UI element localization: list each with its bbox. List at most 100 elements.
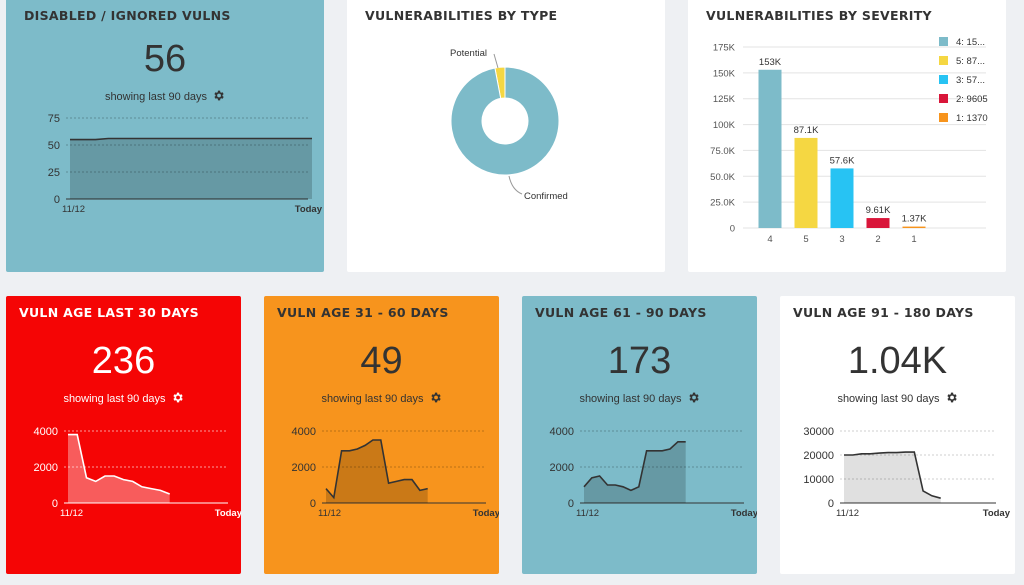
showing-text: showing last 90 days bbox=[837, 393, 940, 405]
y-tick-label: 25.0K bbox=[710, 198, 735, 209]
y-tick-label: 4000 bbox=[550, 426, 574, 438]
donut-slice-confirmed bbox=[450, 66, 560, 176]
pie-label-confirmed: Confirmed bbox=[524, 191, 568, 202]
series-line bbox=[70, 137, 312, 141]
area-fill bbox=[326, 440, 428, 503]
card-title: VULN AGE 91 - 180 DAYS bbox=[793, 305, 974, 320]
vulns-by-severity-card[interactable]: VULNERABILITIES BY SEVERITY 0 25.0K 50.0K 7… bbox=[688, 0, 1006, 272]
vulns-by-type-card[interactable]: VULNERABILITIES BY TYPE Potential Confirm… bbox=[347, 0, 665, 272]
x-end-label: Today bbox=[983, 508, 1011, 519]
type-donut-chart: Potential Confirmed bbox=[450, 48, 568, 202]
card-value: 49 bbox=[360, 340, 403, 382]
y-tick-label: 2000 bbox=[292, 462, 316, 474]
showing-text: showing last 90 days bbox=[579, 393, 682, 405]
x-end-label: Today bbox=[473, 508, 499, 519]
bar-severity-5 bbox=[794, 137, 818, 228]
y-tick-label: 0 bbox=[310, 498, 316, 510]
showing-range: showing last 90 days bbox=[264, 391, 499, 407]
y-tick-label: 10000 bbox=[803, 474, 834, 486]
showing-range: showing last 90 days bbox=[522, 391, 757, 407]
leader-line bbox=[493, 53, 499, 69]
card-title: VULNERABILITIES BY SEVERITY bbox=[706, 8, 932, 23]
x-start-label: 11/12 bbox=[318, 508, 341, 519]
y-tick-label: 0 bbox=[730, 224, 735, 235]
legend-entry: 3: 57... bbox=[956, 75, 985, 86]
showing-text: showing last 90 days bbox=[321, 393, 424, 405]
gear-icon[interactable] bbox=[212, 89, 225, 105]
vuln-age-180-card[interactable]: VULN AGE 91 - 180 DAYS 1.04K showing las… bbox=[780, 296, 1015, 574]
gear-icon[interactable] bbox=[429, 391, 442, 407]
x-end-label: Today bbox=[295, 204, 323, 215]
gear-icon[interactable] bbox=[945, 391, 958, 407]
bar-data-label: 1.37K bbox=[902, 214, 927, 225]
card-title: DISABLED / IGNORED VULNS bbox=[24, 8, 231, 23]
card-value: 173 bbox=[607, 340, 672, 382]
showing-range: showing last 90 days bbox=[6, 89, 324, 105]
showing-text: showing last 90 days bbox=[104, 91, 208, 103]
card-value: 1.04K bbox=[847, 340, 948, 382]
y-tick-label: 0 bbox=[568, 498, 574, 510]
legend-swatch bbox=[939, 56, 948, 65]
x-tick-label: 4 bbox=[767, 234, 772, 245]
y-tick-label: 175K bbox=[713, 43, 736, 54]
card-title: VULN AGE LAST 30 DAYS bbox=[19, 305, 199, 320]
gear-icon[interactable] bbox=[171, 391, 184, 407]
gear-icon[interactable] bbox=[687, 391, 700, 407]
disabled-ignored-card[interactable]: DISABLED / IGNORED VULNS 56 showing last… bbox=[6, 0, 324, 272]
y-tick-label: 75 bbox=[48, 113, 60, 125]
y-tick-label: 125K bbox=[713, 94, 736, 105]
x-end-label: Today bbox=[215, 508, 241, 519]
card-value: 56 bbox=[143, 38, 187, 80]
x-start-label: 11/12 bbox=[836, 508, 859, 519]
x-tick-label: 1 bbox=[911, 234, 916, 245]
y-tick-label: 100K bbox=[713, 120, 736, 131]
card-title: VULN AGE 61 - 90 DAYS bbox=[535, 305, 707, 320]
legend-entry: 2: 9605 bbox=[956, 94, 988, 105]
y-tick-label: 2000 bbox=[34, 462, 58, 474]
y-tick-label: 50.0K bbox=[710, 172, 735, 183]
trend-chart: 0 25 50 75 11/12 Today bbox=[48, 113, 323, 215]
bar-data-label: 9.61K bbox=[866, 205, 891, 216]
vuln-age-30-card[interactable]: VULN AGE LAST 30 DAYS 236 showing last 9… bbox=[6, 296, 241, 574]
bar-severity-4 bbox=[758, 69, 782, 228]
legend-swatch bbox=[939, 94, 948, 103]
area-fill bbox=[68, 434, 170, 503]
showing-text: showing last 90 days bbox=[63, 393, 166, 405]
y-tick-label: 25 bbox=[48, 167, 60, 179]
x-end-label: Today bbox=[731, 508, 757, 519]
y-tick-label: 0 bbox=[828, 498, 834, 510]
showing-range: showing last 90 days bbox=[780, 391, 1015, 407]
y-tick-label: 0 bbox=[52, 498, 58, 510]
bar-data-label: 87.1K bbox=[794, 125, 819, 136]
series-line bbox=[844, 451, 941, 499]
legend-entry: 1: 1370 bbox=[956, 113, 988, 124]
card-title: VULNERABILITIES BY TYPE bbox=[365, 8, 558, 23]
legend-swatch bbox=[939, 37, 948, 46]
series-line bbox=[325, 439, 428, 500]
x-start-label: 11/12 bbox=[62, 204, 85, 215]
bar-severity-1 bbox=[902, 226, 926, 228]
vuln-age-60-card[interactable]: VULN AGE 31 - 60 DAYS 49 showing last 90… bbox=[264, 296, 499, 574]
trend-chart: 0 2000 4000 11/12 Today bbox=[292, 426, 499, 519]
series-line bbox=[68, 433, 170, 495]
y-tick-label: 50 bbox=[48, 140, 60, 152]
y-tick-label: 4000 bbox=[292, 426, 316, 438]
legend-entry: 5: 87... bbox=[956, 56, 985, 67]
legend-swatch bbox=[939, 75, 948, 84]
vuln-age-90-card[interactable]: VULN AGE 61 - 90 DAYS 173 showing last 9… bbox=[522, 296, 757, 574]
x-tick-label: 3 bbox=[839, 234, 844, 245]
legend-swatch bbox=[939, 113, 948, 122]
area-fill bbox=[584, 441, 686, 503]
y-tick-label: 0 bbox=[54, 194, 60, 206]
series-line bbox=[583, 441, 686, 492]
x-start-label: 11/12 bbox=[60, 508, 83, 519]
y-tick-label: 20000 bbox=[803, 450, 834, 462]
showing-range: showing last 90 days bbox=[6, 391, 241, 407]
leader-line bbox=[508, 175, 523, 195]
y-tick-label: 4000 bbox=[34, 426, 58, 438]
trend-chart: 0 10000 20000 30000 11/12 Today bbox=[803, 426, 1011, 519]
legend-entry: 4: 15... bbox=[956, 37, 985, 48]
bar-data-label: 57.6K bbox=[830, 155, 855, 166]
y-tick-label: 150K bbox=[713, 68, 736, 79]
x-start-label: 11/12 bbox=[576, 508, 599, 519]
